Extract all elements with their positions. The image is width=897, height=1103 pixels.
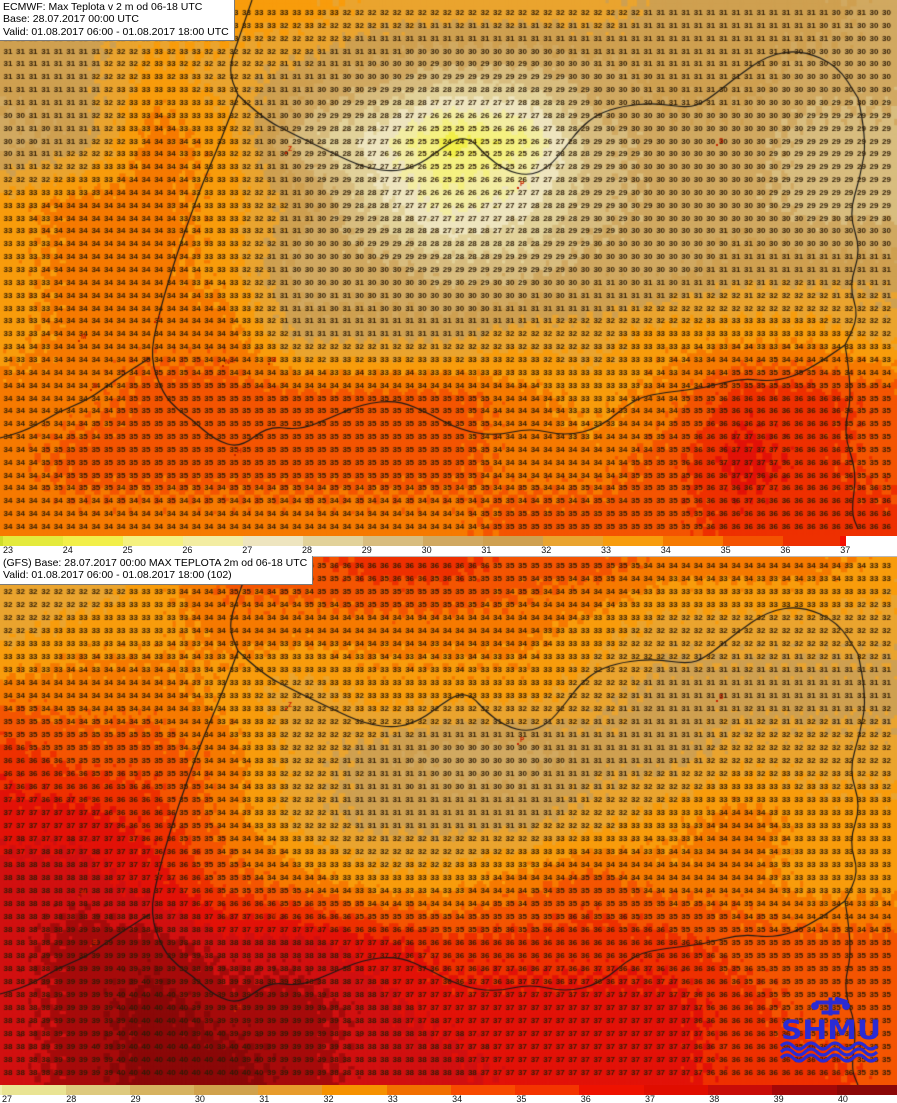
scale-tick-label: 36 — [580, 1094, 591, 1103]
scale-segment — [0, 536, 3, 546]
shmu-logo-text: SHMU — [781, 1015, 881, 1046]
scale-segment — [846, 536, 897, 546]
scale-segment — [840, 536, 846, 546]
scale-segment — [183, 536, 243, 546]
scale-tick-label: 31 — [259, 1094, 270, 1103]
scale-tick-label: 34 — [452, 1094, 463, 1103]
scale-tick-label: 40 — [837, 1094, 848, 1103]
scale-segment — [515, 1085, 579, 1095]
scale-tick-label: 28 — [66, 1094, 77, 1103]
scale-segment — [3, 536, 63, 546]
ecmwf-header-box: ECMWF: Max Teplota v 2 m od 06-18 UTC Ba… — [0, 0, 235, 42]
scale-segment — [772, 1085, 837, 1095]
logo-waves — [779, 1041, 879, 1063]
gfs-temperature-map — [0, 556, 897, 1085]
scale-tick-label: 27 — [2, 1094, 13, 1103]
scale-segment — [63, 536, 123, 546]
scale-tick-label: 38 — [709, 1094, 720, 1103]
scale-tick-label: 28 — [302, 545, 313, 555]
anemometer-icon — [811, 996, 850, 1016]
ecmwf-color-scale — [0, 536, 897, 546]
scale-tick-label: 34 — [660, 545, 671, 555]
ecmwf-header-line-3: Valid: 01.08.2017 06:00 - 01.08.2017 18:… — [3, 25, 229, 38]
scale-segment — [66, 1085, 130, 1095]
scale-segment — [123, 536, 183, 546]
scale-segment — [603, 536, 663, 546]
scale-segment — [663, 536, 723, 546]
scale-segment — [837, 1085, 897, 1095]
scale-segment — [2, 1085, 66, 1095]
scale-tick-label: 29 — [361, 545, 372, 555]
scale-tick-label: 23 — [3, 545, 14, 555]
scale-segment — [322, 1085, 387, 1095]
scale-tick-label: 33 — [387, 1094, 398, 1103]
scale-tick-label: 24 — [62, 545, 73, 555]
scale-tick-label: 31 — [481, 545, 492, 555]
ecmwf-header-line-2: Base: 28.07.2017 00:00 UTC — [3, 13, 140, 26]
gfs-header-line-1: (GFS) Base: 28.07.2017 00:00 MAX TEPLOTA… — [3, 557, 308, 569]
scale-segment — [783, 536, 840, 546]
gfs-color-scale-labels: 27 28 29 30 31 32 33 34 35 36 37 38 39 40 — [0, 1094, 897, 1103]
scale-tick-label: 29 — [130, 1094, 141, 1103]
scale-segment — [708, 1085, 772, 1095]
scale-segment — [243, 536, 303, 546]
scale-tick-label: 30 — [194, 1094, 205, 1103]
scale-tick-label: 35 — [720, 545, 731, 555]
scale-segment — [0, 1085, 2, 1095]
scale-segment — [258, 1085, 322, 1095]
shmu-logo: SHMU — [778, 996, 884, 1063]
scale-segment — [387, 1085, 451, 1095]
shmu-logo-graphic: SHMU — [779, 996, 881, 1063]
scale-segment — [723, 536, 783, 546]
ecmwf-header-line-1: ECMWF: Max Teplota v 2 m od 06-18 UTC — [3, 1, 203, 13]
scale-segment — [194, 1085, 258, 1095]
ecmwf-color-scale-labels: 23 24 25 26 27 28 29 30 31 32 33 34 35 36 37 — [0, 545, 897, 557]
scale-segment — [483, 536, 543, 546]
gfs-color-scale — [0, 1085, 897, 1095]
scale-segment — [451, 1085, 515, 1095]
scale-segment — [130, 1085, 194, 1095]
scale-segment — [644, 1085, 708, 1095]
scale-segment — [579, 1085, 644, 1095]
scale-tick-label: 37 — [840, 545, 851, 555]
scale-tick-label: 26 — [182, 545, 193, 555]
scale-segment — [303, 536, 363, 546]
scale-tick-label: 37 — [645, 1094, 656, 1103]
scale-tick-label: 25 — [122, 545, 133, 555]
scale-tick-label: 36 — [780, 545, 791, 555]
scale-tick-label: 33 — [601, 545, 612, 555]
gfs-header-box: (GFS) Base: 28.07.2017 00:00 MAX TEPLOTA… — [0, 556, 314, 585]
scale-tick-label: 27 — [242, 545, 253, 555]
scale-tick-label: 32 — [541, 545, 552, 555]
scale-segment — [423, 536, 483, 546]
scale-tick-label: 30 — [421, 545, 432, 555]
scale-tick-label: 32 — [323, 1094, 334, 1103]
scale-segment — [363, 536, 423, 546]
ecmwf-temperature-map — [0, 0, 897, 536]
gfs-header-line-2: Valid: 01.08.2017 06:00 - 01.08.2017 18:… — [3, 569, 232, 582]
scale-tick-label: 39 — [773, 1094, 784, 1103]
scale-segment — [543, 536, 603, 546]
scale-tick-label: 35 — [516, 1094, 527, 1103]
